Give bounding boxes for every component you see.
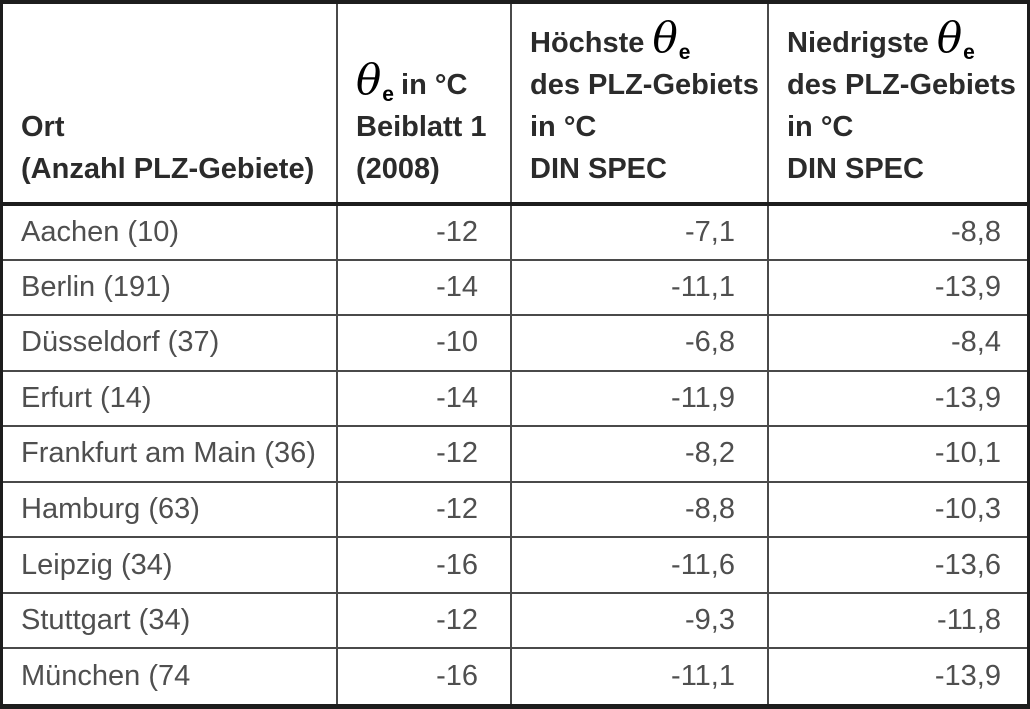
ort-cell: Düsseldorf (37): [3, 314, 338, 372]
theta-e-symbol: θe: [652, 13, 691, 64]
beiblatt-cell: -12: [336, 591, 512, 650]
header-row: Ort (Anzahl PLZ-Gebiete) θe in °C Beibla…: [3, 4, 1027, 206]
table-header: Ort (Anzahl PLZ-Gebiete) θe in °C Beibla…: [3, 4, 1027, 206]
header-ort-line2: (Anzahl PLZ-Gebiete): [21, 153, 315, 185]
beiblatt-cell: -14: [336, 369, 512, 428]
table-row: Düsseldorf (37) -10 -6,8 -8,4: [3, 314, 1027, 372]
theta-e-symbol: θe: [356, 55, 394, 106]
header-hoechste-line1: Höchste θe: [530, 13, 691, 64]
beiblatt-cell: -10: [336, 314, 512, 372]
ort-cell: Berlin (191): [3, 258, 338, 317]
table-row: München (74 -16 -11,1 -13,9: [3, 647, 1027, 704]
ort-cell: München (74: [3, 647, 338, 704]
header-niedrigste-line4: DIN SPEC: [787, 153, 924, 185]
ort-cell: Stuttgart (34): [3, 591, 338, 650]
ort-cell: Leipzig (34): [3, 536, 338, 594]
ort-cell: Aachen (10): [3, 203, 338, 261]
hoechste-cell: -11,9: [510, 369, 769, 428]
table-row: Berlin (191) -14 -11,1 -13,9: [3, 258, 1027, 317]
niedrigste-cell: -13,9: [767, 647, 1027, 704]
hoechste-cell: -11,1: [510, 647, 769, 704]
beiblatt-cell: -12: [336, 425, 512, 483]
table-row: Leipzig (34) -16 -11,6 -13,6: [3, 536, 1027, 594]
header-beiblatt-line2: Beiblatt 1: [356, 111, 487, 143]
beiblatt-cell: -14: [336, 258, 512, 317]
beiblatt-cell: -16: [336, 647, 512, 704]
hoechste-cell: -11,1: [510, 258, 769, 317]
table-row: Hamburg (63) -12 -8,8 -10,3: [3, 480, 1027, 539]
table-row: Frankfurt am Main (36) -12 -8,2 -10,1: [3, 425, 1027, 483]
plz-temperature-table: Ort (Anzahl PLZ-Gebiete) θe in °C Beibla…: [3, 4, 1027, 704]
hoechste-cell: -6,8: [510, 314, 769, 372]
ort-cell: Hamburg (63): [3, 480, 338, 539]
beiblatt-cell: -12: [336, 203, 512, 261]
header-niedrigste-line1: Niedrigste θe: [787, 13, 975, 64]
ort-cell: Erfurt (14): [3, 369, 338, 428]
header-beiblatt: θe in °C Beiblatt 1 (2008): [336, 4, 512, 206]
header-hoechste: Höchste θe des PLZ-Gebiets in °C DIN SPE…: [510, 4, 769, 206]
beiblatt-cell: -12: [336, 480, 512, 539]
niedrigste-cell: -8,4: [767, 314, 1027, 372]
hoechste-cell: -7,1: [510, 203, 769, 261]
header-niedrigste: Niedrigste θe des PLZ-Gebiets in °C DIN …: [767, 4, 1027, 206]
niedrigste-cell: -11,8: [767, 591, 1027, 650]
niedrigste-cell: -10,3: [767, 480, 1027, 539]
niedrigste-cell: -13,9: [767, 258, 1027, 317]
ort-cell: Frankfurt am Main (36): [3, 425, 338, 483]
hoechste-cell: -8,2: [510, 425, 769, 483]
header-beiblatt-line3: (2008): [356, 153, 440, 185]
header-hoechste-line3: in °C: [530, 111, 597, 143]
hoechste-cell: -8,8: [510, 480, 769, 539]
niedrigste-cell: -13,6: [767, 536, 1027, 594]
hoechste-cell: -11,6: [510, 536, 769, 594]
header-ort-line1: Ort: [21, 111, 65, 143]
header-hoechste-line2: des PLZ-Gebiets: [530, 69, 759, 101]
table-body: Aachen (10) -12 -7,1 -8,8 Berlin (191) -…: [3, 203, 1027, 704]
table-row: Erfurt (14) -14 -11,9 -13,9: [3, 369, 1027, 428]
niedrigste-cell: -13,9: [767, 369, 1027, 428]
header-niedrigste-line3: in °C: [787, 111, 854, 143]
table-row: Stuttgart (34) -12 -9,3 -11,8: [3, 591, 1027, 650]
header-ort: Ort (Anzahl PLZ-Gebiete): [3, 4, 338, 206]
theta-e-symbol: θe: [936, 13, 975, 64]
header-beiblatt-line1: θe in °C: [356, 55, 468, 106]
niedrigste-cell: -8,8: [767, 203, 1027, 261]
header-niedrigste-line2: des PLZ-Gebiets: [787, 69, 1016, 101]
beiblatt-cell: -16: [336, 536, 512, 594]
header-hoechste-line4: DIN SPEC: [530, 153, 667, 185]
niedrigste-cell: -10,1: [767, 425, 1027, 483]
table-row: Aachen (10) -12 -7,1 -8,8: [3, 203, 1027, 261]
hoechste-cell: -9,3: [510, 591, 769, 650]
